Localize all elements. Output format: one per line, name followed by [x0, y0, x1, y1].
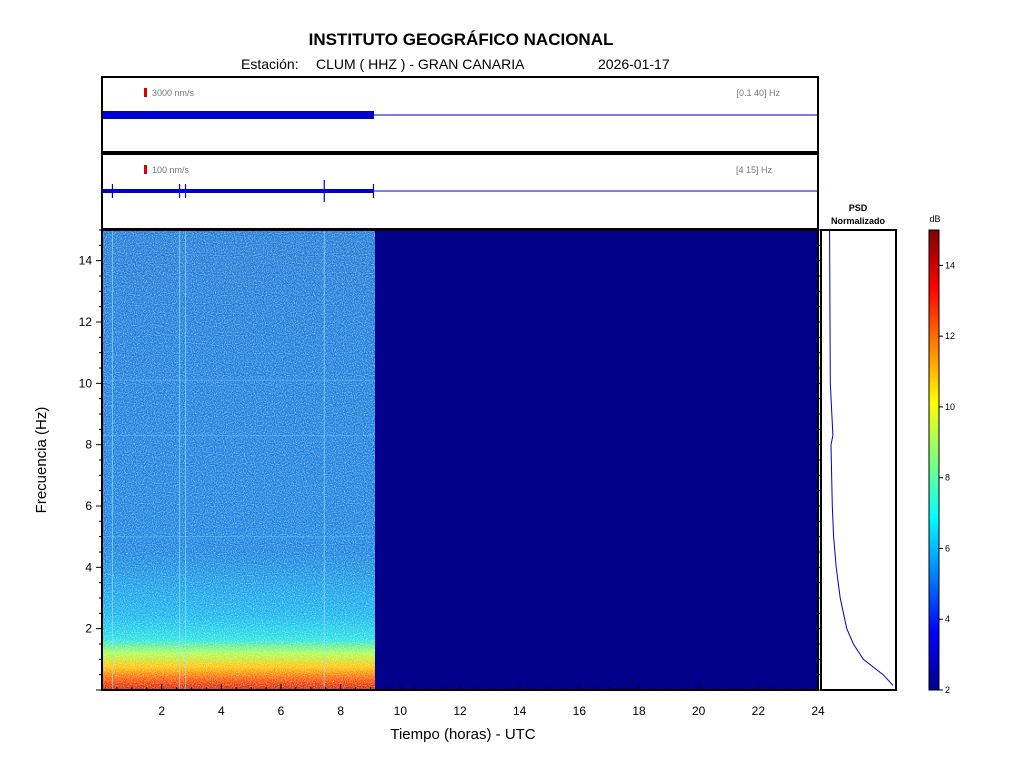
- x-axis-label: Tiempo (horas) - UTC: [390, 726, 535, 743]
- x-tick-label: 22: [752, 704, 766, 718]
- x-axis-ticks: 2 4 6 8 10 12 14 16 18 20 22 24: [101, 684, 825, 718]
- station-date: 2026-01-17: [598, 56, 670, 72]
- x-tick-label: 10: [394, 704, 408, 718]
- band-label: [0.1 40] Hz: [736, 88, 780, 98]
- x-tick-label: 4: [218, 704, 225, 718]
- colorbar-tick-label: 6: [945, 543, 950, 553]
- y-axis-label: Frecuencia (Hz): [33, 407, 50, 514]
- x-tick-label: 20: [692, 704, 706, 718]
- trace-waveform: [103, 189, 374, 193]
- scale-marker: [144, 88, 147, 97]
- spectrogram-data-region: [102, 230, 375, 690]
- figure-title: INSTITUTO GEOGRÁFICO NACIONAL: [309, 30, 614, 49]
- x-tick-label: 12: [453, 704, 467, 718]
- station-prefix: Estación:: [241, 56, 299, 72]
- y-tick-label: 6: [85, 499, 92, 513]
- trace-panel-broadband: 3000 nm/s [0.1 40] Hz: [101, 76, 819, 153]
- trace-panel-filtered: 100 nm/s [4 15] Hz: [101, 153, 819, 230]
- trace-waveform: [103, 111, 374, 119]
- x-tick-label: 8: [337, 704, 344, 718]
- colorbar-ticks: 2 4 6 8 10 12 14: [939, 260, 955, 695]
- psd-title: PSD: [849, 203, 868, 213]
- y-tick-label: 4: [85, 560, 92, 574]
- x-tick-label: 16: [573, 704, 587, 718]
- y-tick-label: 8: [85, 438, 92, 452]
- colorbar-tick-label: 10: [945, 402, 955, 412]
- x-tick-label: 6: [278, 704, 285, 718]
- scale-label: 100 nm/s: [152, 165, 190, 175]
- y-tick-label: 2: [85, 622, 92, 636]
- y-tick-label: 14: [79, 254, 93, 268]
- colorbar-tick-label: 2: [945, 685, 950, 695]
- x-tick-label: 2: [158, 704, 165, 718]
- station-name: CLUM ( HHZ ) - GRAN CANARIA: [316, 56, 525, 72]
- colorbar: dB 2 4 6 8 10 12 14: [928, 214, 955, 695]
- colorbar-unit: dB: [929, 214, 940, 224]
- band-label: [4 15] Hz: [736, 165, 773, 175]
- scale-label: 3000 nm/s: [152, 88, 195, 98]
- psd-curve: [829, 229, 894, 686]
- trace-event-spikes: [111, 180, 375, 202]
- psd-panel: PSD Normalizado: [820, 203, 897, 691]
- x-tick-label: 24: [811, 704, 825, 718]
- y-tick-label: 12: [79, 315, 93, 329]
- colorbar-tick-label: 4: [945, 614, 950, 624]
- psd-subtitle: Normalizado: [831, 216, 886, 226]
- x-tick-label: 18: [632, 704, 646, 718]
- colorbar-tick-label: 12: [945, 331, 955, 341]
- scale-marker: [144, 165, 147, 174]
- y-tick-label: 10: [79, 376, 93, 390]
- colorbar-tick-label: 14: [945, 260, 955, 270]
- x-tick-label: 14: [513, 704, 527, 718]
- colorbar-tick-label: 8: [945, 473, 950, 483]
